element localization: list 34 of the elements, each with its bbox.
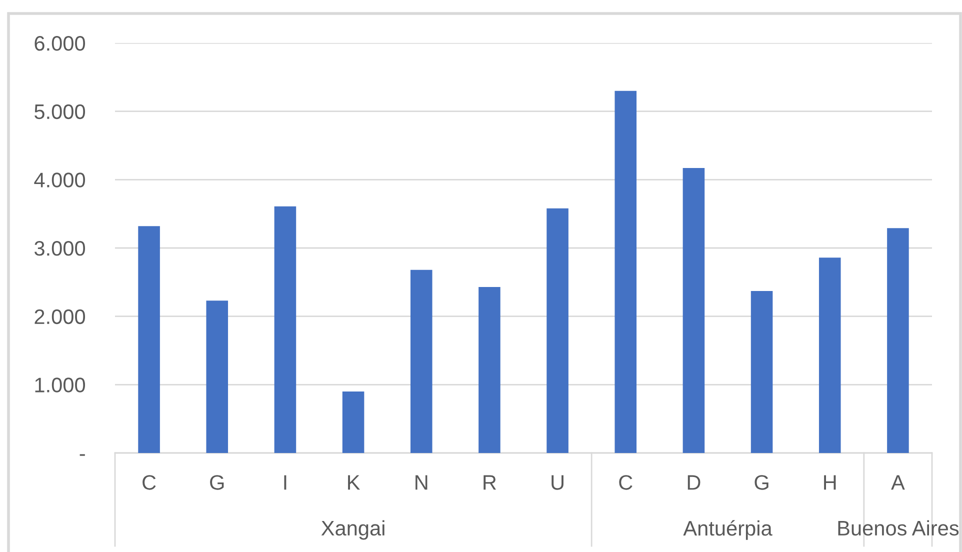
bar bbox=[887, 228, 909, 453]
x-tick-label: C bbox=[142, 475, 156, 490]
y-tick-label: 5.000 bbox=[34, 104, 86, 120]
bar bbox=[342, 392, 364, 453]
text: Xangai bbox=[321, 520, 384, 540]
x-tick-label: G bbox=[754, 475, 768, 490]
x-tick-label: N bbox=[416, 475, 428, 490]
text: Buenos Aires bbox=[838, 520, 959, 536]
x-tick-label: U bbox=[552, 475, 564, 490]
bar bbox=[750, 291, 773, 453]
x-tick-label: I bbox=[284, 475, 286, 490]
bar bbox=[206, 300, 228, 453]
bar bbox=[410, 270, 432, 453]
text: Antuérpia bbox=[683, 520, 772, 540]
bar bbox=[818, 258, 841, 453]
x-tick-label: H bbox=[824, 475, 836, 490]
x-tick-label: G bbox=[210, 475, 224, 490]
bar bbox=[138, 226, 160, 453]
x-tick-label: R bbox=[484, 475, 496, 490]
x-tick-label: C bbox=[619, 475, 632, 490]
bar bbox=[546, 208, 568, 453]
y-tick-label: 4.000 bbox=[34, 172, 86, 188]
bar bbox=[682, 168, 705, 453]
bar bbox=[274, 206, 296, 453]
x-tick-label: D bbox=[688, 475, 700, 490]
x-tick-label: A bbox=[891, 475, 905, 490]
y-tick-label: 6.000 bbox=[34, 36, 86, 51]
bar bbox=[478, 286, 500, 453]
bar bbox=[614, 90, 637, 453]
x-tick-label: K bbox=[348, 475, 360, 490]
y-tick-label: 2.000 bbox=[34, 309, 86, 324]
y-tick-label: 1.000 bbox=[35, 378, 86, 392]
y-tick-label: - bbox=[80, 454, 85, 456]
y-tick-label: 3.000 bbox=[34, 241, 86, 256]
